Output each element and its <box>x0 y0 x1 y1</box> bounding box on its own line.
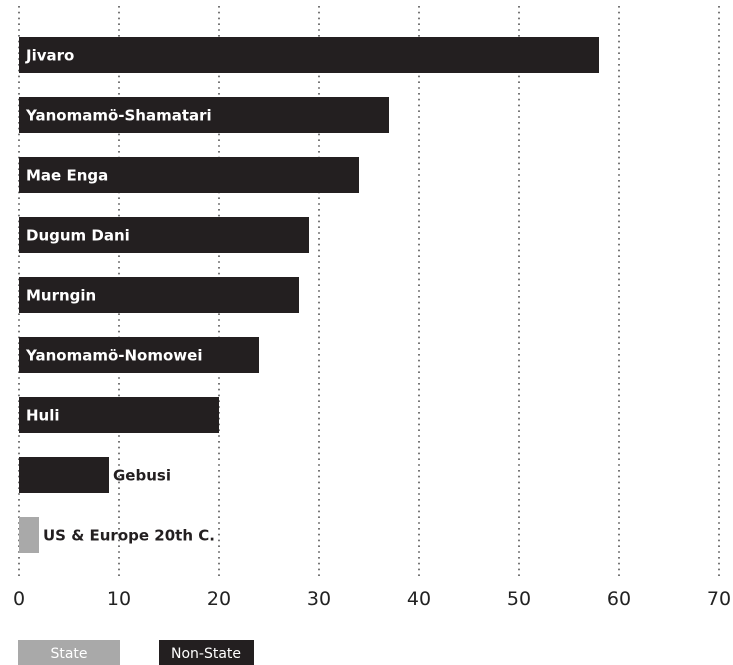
bar-0 <box>19 37 599 73</box>
x-tick-label-20: 20 <box>207 588 231 610</box>
bar-label-3: Dugum Dani <box>26 227 130 245</box>
bar-label-5: Yanomamö-Nomowei <box>25 347 202 365</box>
x-axis-ticks: 0 10 20 30 40 50 60 70 <box>13 588 731 610</box>
x-tick-label-10: 10 <box>107 588 131 610</box>
x-tick-label-0: 0 <box>13 588 25 610</box>
x-tick-label-30: 30 <box>307 588 331 610</box>
legend-label-non-state: Non-State <box>171 646 241 662</box>
bar-label-1: Yanomamö-Shamatari <box>25 107 212 125</box>
x-tick-label-40: 40 <box>407 588 431 610</box>
x-tick-label-50: 50 <box>507 588 531 610</box>
legend: State Non-State <box>18 640 254 665</box>
bar-label-6: Huli <box>26 407 60 425</box>
bar-label-8: US & Europe 20th C. <box>43 527 215 545</box>
bar-label-0: Jivaro <box>25 47 74 65</box>
x-tick-label-60: 60 <box>607 588 631 610</box>
bar-7 <box>19 457 109 493</box>
bar-label-4: Murngin <box>26 287 96 305</box>
x-tick-label-70: 70 <box>707 588 731 610</box>
legend-label-state: State <box>50 646 87 662</box>
bar-8 <box>19 517 39 553</box>
bars: Jivaro Yanomamö-Shamatari Mae Enga Dugum Da… <box>19 37 599 553</box>
bar-label-7: Gebusi <box>113 467 171 485</box>
bar-label-2: Mae Enga <box>26 167 108 185</box>
